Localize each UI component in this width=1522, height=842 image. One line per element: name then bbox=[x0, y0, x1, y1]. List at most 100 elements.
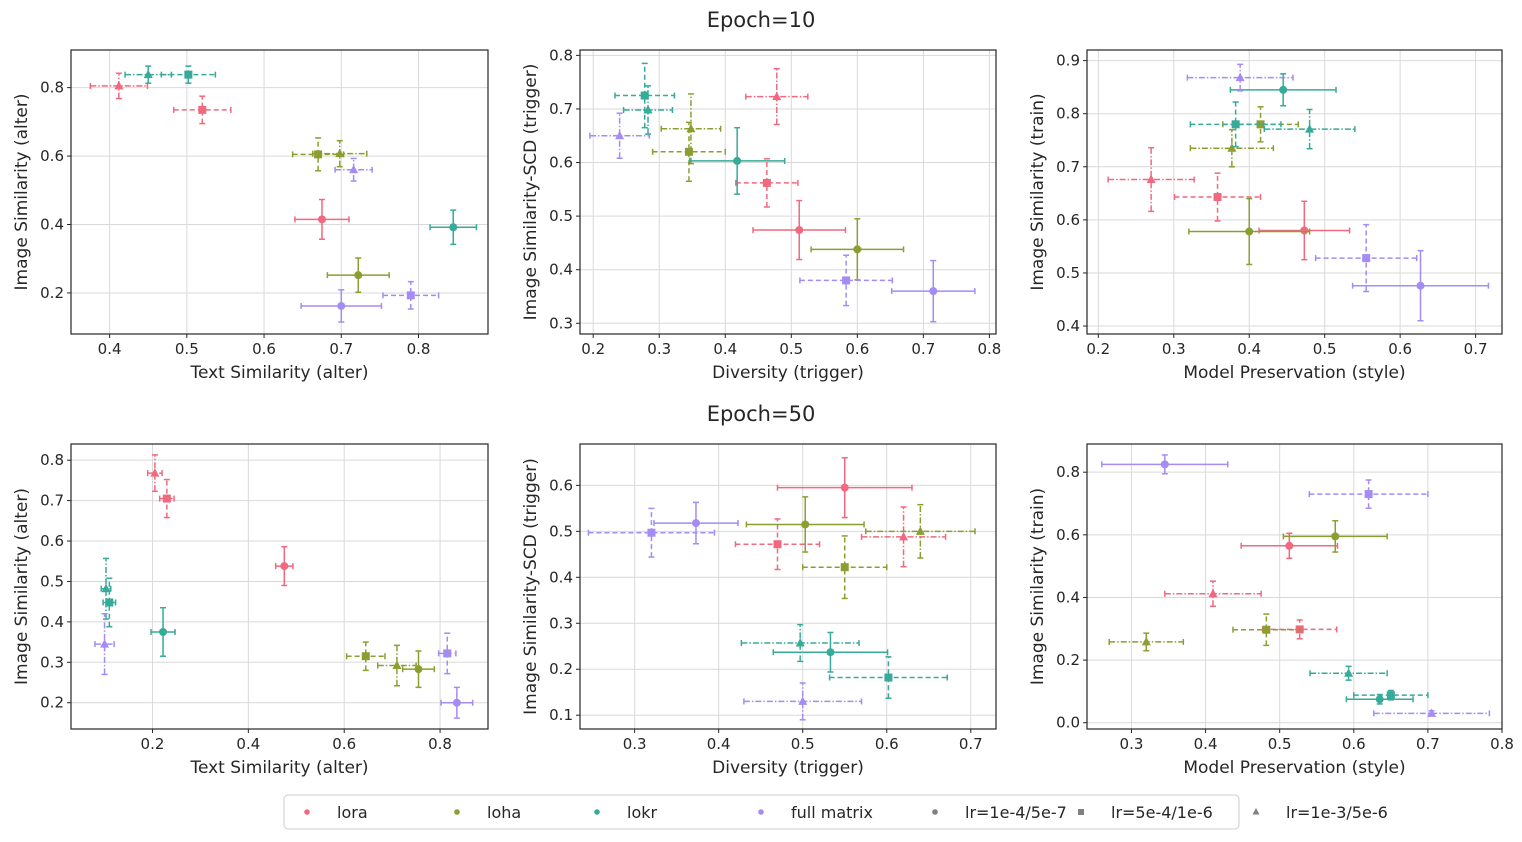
marker-triangle bbox=[1227, 143, 1237, 152]
point-full-matrix-square bbox=[1308, 479, 1429, 509]
point-loha-square bbox=[651, 121, 727, 183]
marker-triangle bbox=[1141, 636, 1151, 646]
y-tick-label: 0.8 bbox=[1056, 105, 1080, 123]
axes-frame bbox=[70, 49, 489, 335]
x-tick-label: 0.7 bbox=[959, 735, 983, 753]
marker-triangle bbox=[643, 105, 653, 114]
x-tick-label: 0.3 bbox=[647, 340, 671, 358]
marker-circle bbox=[1160, 460, 1169, 469]
subplot-r1-c1: 0.3 0.4 0.5 0.6 0.7 0.1 0.2 0.3 0.4 0.5 0.6 Diversi… bbox=[521, 443, 997, 778]
y-tick-label: 0.3 bbox=[549, 614, 573, 632]
legend-label: loha bbox=[487, 803, 521, 822]
point-lora-circle bbox=[776, 457, 913, 519]
marker-triangle bbox=[114, 80, 124, 90]
axes-frame bbox=[579, 49, 997, 335]
point-lokr-circle bbox=[150, 606, 176, 657]
x-tick-label: 0.5 bbox=[1313, 340, 1337, 358]
point-lokr-square bbox=[614, 62, 676, 129]
x-tick-label: 0.6 bbox=[252, 340, 276, 358]
x-tick-label: 0.4 bbox=[236, 735, 260, 753]
x-tick-label: 0.3 bbox=[623, 735, 647, 753]
x-tick-label: 0.4 bbox=[707, 735, 731, 753]
marker-circle bbox=[1285, 541, 1294, 550]
x-tick-label: 0.2 bbox=[141, 735, 165, 753]
point-lokr-triangle bbox=[740, 623, 860, 663]
legend-marker-circle bbox=[304, 809, 310, 815]
row-title-epoch-50: Epoch=50 bbox=[706, 402, 816, 426]
y-tick-label: 0.7 bbox=[549, 100, 573, 118]
x-tick-label: 0.5 bbox=[791, 735, 815, 753]
marker-square bbox=[1362, 254, 1371, 263]
legend-label: lokr bbox=[627, 803, 658, 822]
legend-entry: lr=1e-3/5e-6 bbox=[1252, 803, 1388, 822]
x-tick-label: 0.8 bbox=[977, 340, 1001, 358]
subplot-r0-c0: 0.4 0.5 0.6 0.7 0.8 0.2 0.4 0.6 0.8 Text Similari… bbox=[12, 49, 489, 383]
marker-triangle bbox=[150, 468, 160, 477]
x-axis-label: Model Preservation (style) bbox=[1183, 758, 1405, 778]
point-full-matrix-triangle bbox=[743, 682, 863, 721]
point-loha-square bbox=[345, 641, 386, 672]
marker-square bbox=[443, 649, 452, 658]
point-full-matrix-triangle bbox=[334, 157, 373, 182]
point-lokr-triangle bbox=[124, 65, 173, 84]
marker-square bbox=[361, 652, 370, 661]
marker-triangle bbox=[101, 583, 111, 593]
x-tick-label: 0.7 bbox=[1464, 340, 1488, 358]
point-lokr-circle bbox=[1229, 73, 1337, 107]
marker-square bbox=[162, 494, 171, 503]
marker-square bbox=[184, 70, 193, 79]
x-tick-label: 0.7 bbox=[329, 340, 353, 358]
point-lora-circle bbox=[1258, 200, 1351, 261]
marker-square bbox=[684, 147, 693, 156]
marker-circle bbox=[317, 215, 326, 224]
y-tick-label: 0.6 bbox=[1056, 211, 1080, 229]
x-tick-label: 0.4 bbox=[1237, 340, 1261, 358]
point-full-matrix-circle bbox=[890, 259, 976, 323]
x-axis-label: Text Similarity (alter) bbox=[189, 363, 368, 383]
marker-circle bbox=[840, 483, 849, 492]
point-loha-circle bbox=[1188, 197, 1311, 266]
y-axis-label: Image Similarity (alter) bbox=[12, 488, 32, 685]
marker-circle bbox=[795, 226, 804, 235]
point-lokr-square bbox=[1353, 689, 1429, 701]
point-lora-triangle bbox=[860, 506, 947, 568]
point-lora-triangle bbox=[89, 72, 149, 100]
point-loha-triangle bbox=[864, 503, 976, 559]
y-axis-label: Image Similarity (train) bbox=[1028, 488, 1048, 685]
point-full-matrix-square bbox=[1314, 223, 1418, 293]
x-tick-label: 0.3 bbox=[1162, 340, 1186, 358]
x-tick-label: 0.2 bbox=[581, 340, 605, 358]
point-lora-triangle bbox=[146, 454, 163, 493]
marker-circle bbox=[1416, 281, 1425, 290]
legend-label: full matrix bbox=[791, 803, 873, 822]
legend-marker-circle bbox=[758, 809, 764, 815]
marker-circle bbox=[280, 562, 289, 571]
y-tick-label: 0.0 bbox=[1056, 714, 1080, 732]
y-tick-label: 0.4 bbox=[549, 261, 573, 279]
y-tick-label: 0.3 bbox=[549, 314, 573, 332]
marker-triangle bbox=[100, 639, 110, 648]
legend-entry: lr=1e-4/5e-7 bbox=[932, 803, 1067, 822]
point-lora-square bbox=[735, 158, 799, 208]
point-full-matrix-circle bbox=[300, 289, 383, 323]
marker-square bbox=[840, 563, 849, 572]
marker-square bbox=[1364, 490, 1373, 499]
point-lokr-triangle bbox=[622, 85, 674, 135]
y-tick-label: 0.3 bbox=[40, 653, 64, 671]
x-axis-label: Diversity (trigger) bbox=[712, 758, 864, 778]
point-lora-square bbox=[734, 518, 821, 571]
marker-circle bbox=[1245, 227, 1254, 236]
point-lokr-circle bbox=[1345, 693, 1414, 705]
x-tick-label: 0.3 bbox=[1120, 735, 1144, 753]
point-lora-circle bbox=[752, 199, 847, 261]
point-full-matrix-circle bbox=[653, 501, 739, 545]
y-axis-label: Image Similarity (alter) bbox=[12, 94, 32, 291]
y-tick-label: 0.2 bbox=[1056, 651, 1080, 669]
x-tick-label: 0.6 bbox=[332, 735, 356, 753]
y-tick-label: 0.4 bbox=[1056, 588, 1080, 606]
marker-square bbox=[884, 673, 893, 682]
point-lokr-square bbox=[1189, 101, 1282, 148]
marker-circle bbox=[826, 648, 835, 657]
y-tick-label: 0.5 bbox=[40, 572, 64, 590]
